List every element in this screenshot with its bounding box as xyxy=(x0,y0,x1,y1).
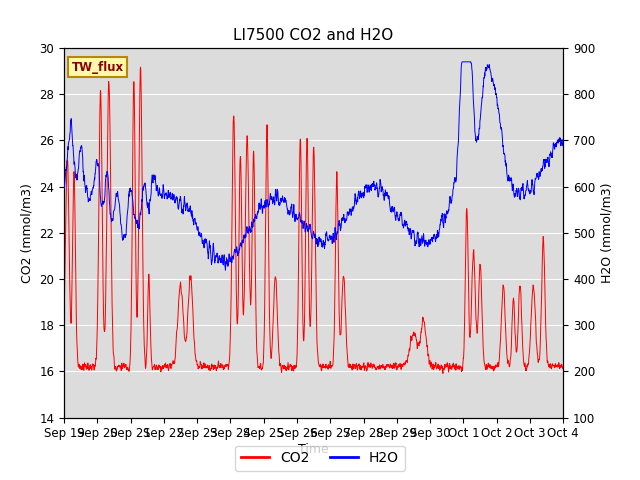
Y-axis label: H2O (mmol/m3): H2O (mmol/m3) xyxy=(601,182,614,283)
Y-axis label: CO2 (mmol/m3): CO2 (mmol/m3) xyxy=(20,183,34,283)
Legend: CO2, H2O: CO2, H2O xyxy=(236,445,404,471)
Title: LI7500 CO2 and H2O: LI7500 CO2 and H2O xyxy=(234,28,394,43)
X-axis label: Time: Time xyxy=(298,443,329,456)
Text: TW_flux: TW_flux xyxy=(72,61,124,74)
